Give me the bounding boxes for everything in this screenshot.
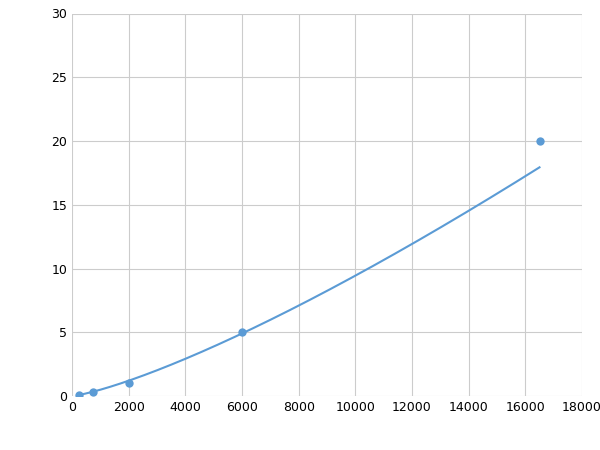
- Point: [237, 328, 247, 336]
- Point: [88, 388, 98, 396]
- Point: [535, 137, 544, 144]
- Point: [74, 391, 84, 398]
- Point: [124, 380, 133, 387]
